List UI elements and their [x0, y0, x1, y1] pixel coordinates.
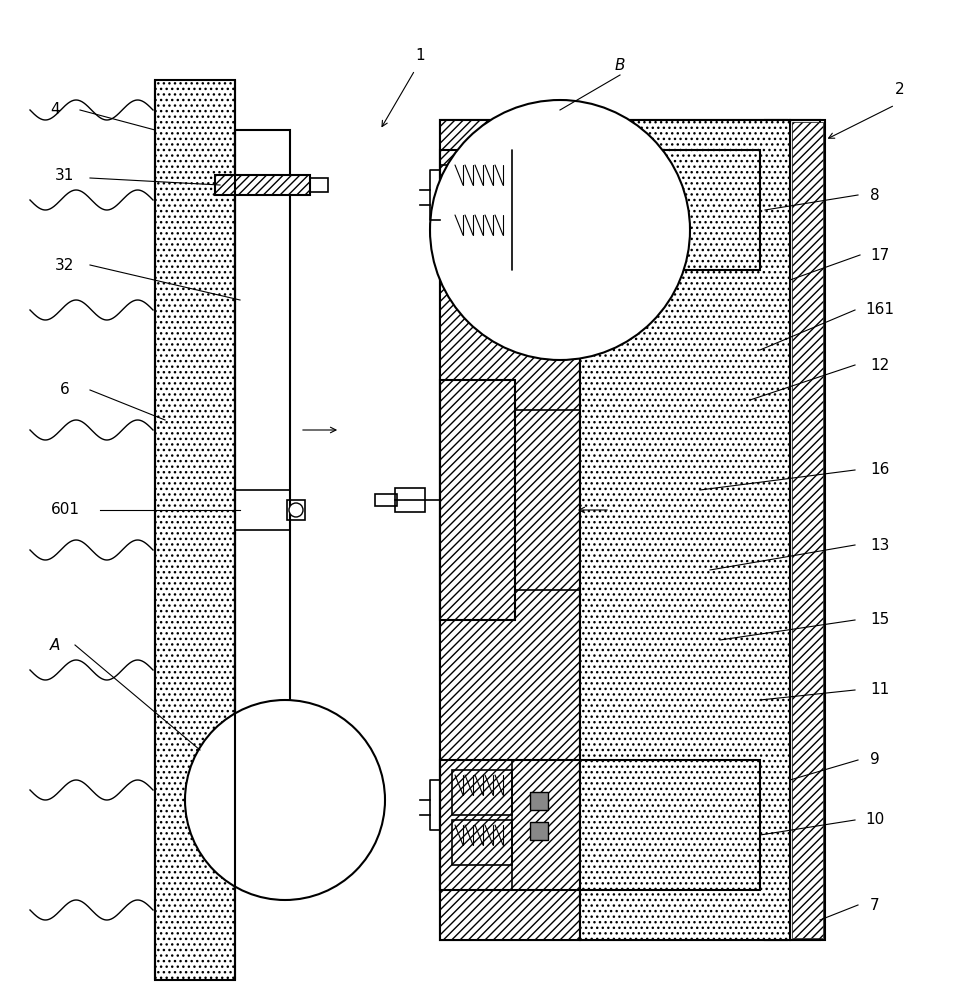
Text: 12: 12: [871, 358, 890, 372]
Text: 161: 161: [865, 302, 895, 318]
Text: 17: 17: [871, 247, 890, 262]
Text: 8: 8: [870, 188, 879, 202]
Bar: [452, 820, 512, 865]
Bar: [530, 792, 548, 810]
Bar: [440, 380, 515, 620]
Text: 31: 31: [56, 167, 75, 182]
Text: 10: 10: [865, 812, 884, 828]
Text: 601: 601: [51, 502, 80, 518]
Bar: [452, 770, 512, 815]
Bar: [792, 122, 823, 938]
Text: 11: 11: [871, 682, 890, 698]
Text: 15: 15: [871, 612, 890, 628]
Text: 1: 1: [415, 47, 424, 62]
Circle shape: [185, 700, 385, 900]
Text: 16: 16: [870, 462, 890, 478]
Text: 32: 32: [56, 257, 75, 272]
Bar: [440, 760, 760, 890]
Text: 9: 9: [870, 752, 879, 768]
Bar: [530, 822, 548, 840]
Bar: [215, 175, 310, 195]
Bar: [440, 120, 580, 940]
Bar: [515, 410, 580, 590]
Bar: [395, 488, 425, 512]
Text: 6: 6: [60, 382, 70, 397]
Bar: [155, 80, 235, 980]
Bar: [440, 165, 465, 255]
Bar: [310, 178, 328, 192]
Bar: [310, 823, 328, 837]
Bar: [580, 120, 790, 940]
Bar: [530, 212, 548, 230]
Text: B: B: [615, 57, 626, 73]
Bar: [440, 120, 820, 940]
Bar: [215, 820, 310, 840]
Text: 2: 2: [895, 83, 904, 98]
Bar: [790, 120, 825, 940]
Text: 4: 4: [50, 103, 59, 117]
Bar: [440, 150, 760, 270]
Circle shape: [430, 100, 690, 360]
Text: 7: 7: [870, 898, 879, 912]
Bar: [287, 500, 305, 520]
Circle shape: [289, 503, 303, 517]
Bar: [765, 120, 787, 940]
Bar: [235, 130, 290, 870]
Bar: [235, 490, 290, 530]
Bar: [375, 494, 397, 506]
Text: A: A: [50, 638, 60, 652]
Bar: [452, 210, 512, 255]
Text: 13: 13: [870, 538, 890, 552]
Bar: [452, 160, 512, 205]
Bar: [530, 182, 548, 200]
